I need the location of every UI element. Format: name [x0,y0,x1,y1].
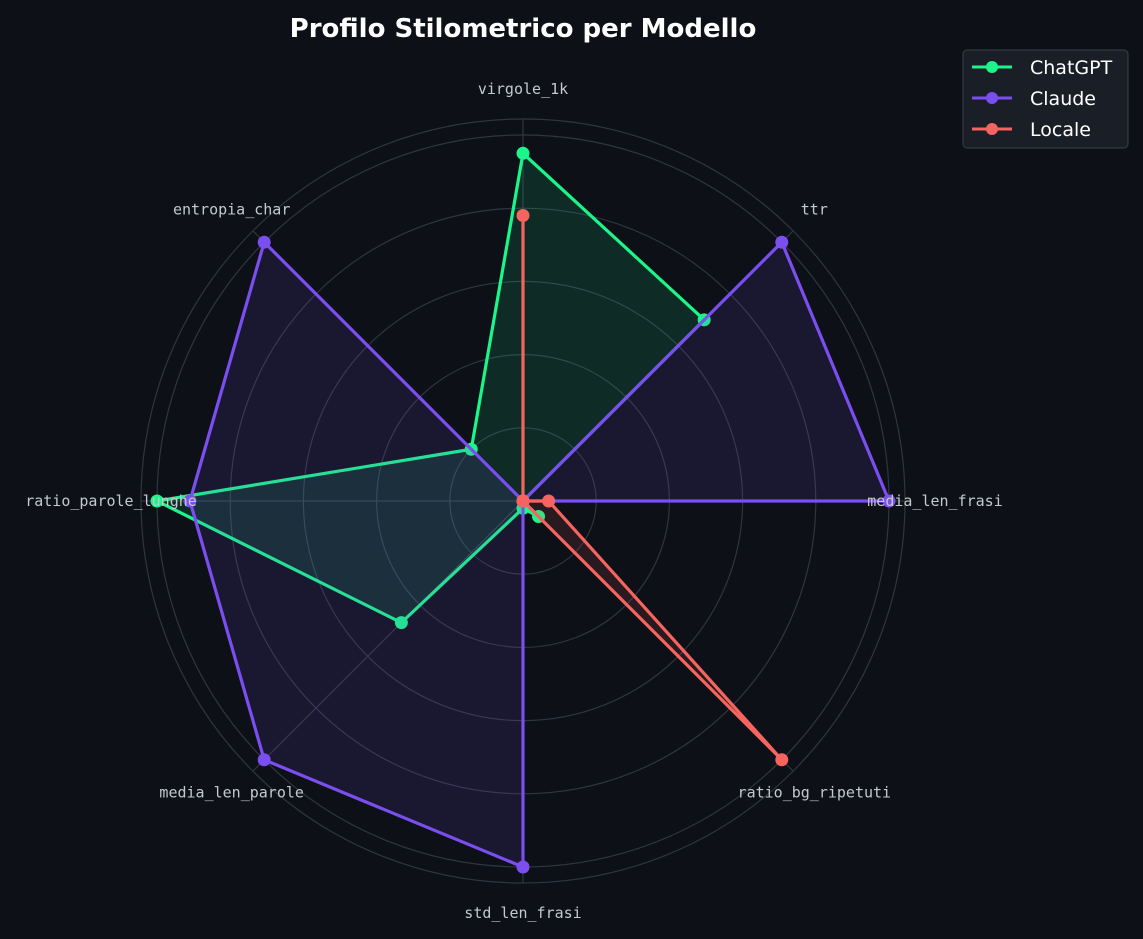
legend-label: Claude [1030,88,1096,110]
legend-item-locale: Locale [972,119,1091,141]
data-point [516,209,530,223]
data-point [257,753,271,767]
legend-item-claude: Claude [972,88,1096,110]
data-point [542,494,556,508]
data-point [516,860,530,874]
data-point [257,235,271,249]
legend-swatch-marker [986,61,998,73]
axis-label: entropia_char [173,201,290,219]
data-point [882,494,896,508]
series-layer [150,146,896,874]
chart-title: Profilo Stilometrico per Modello [290,14,757,44]
axis-label: virgole_1k [478,80,568,98]
legend-label: ChatGPT [1030,57,1113,79]
axis-label: media_len_frasi [867,492,1002,510]
series-locale [516,209,789,767]
data-point [150,494,164,508]
data-point [394,616,408,630]
series-area [157,153,705,623]
axis-label: ratio_bg_ripetuti [738,783,892,801]
series-line [521,213,784,762]
legend-swatch-marker [986,123,998,135]
data-point [183,494,197,508]
axis-label: ttr [801,201,828,219]
legend: ChatGPT Claude Locale [962,49,1129,149]
series-area [189,242,889,867]
legend-box [962,49,1129,149]
axis-label: std_len_frasi [464,904,581,922]
legend-item-chatgpt: ChatGPT [972,57,1113,79]
legend-label: Locale [1030,119,1091,141]
data-point [516,146,530,160]
grid-spoke [252,500,524,772]
axis-label: media_len_parole [159,783,304,801]
data-point [516,494,530,508]
axis-label: ratio_parole_lunghe [25,492,197,510]
data-point [775,235,789,249]
data-point [775,753,789,767]
legend-swatch-marker [986,92,998,104]
